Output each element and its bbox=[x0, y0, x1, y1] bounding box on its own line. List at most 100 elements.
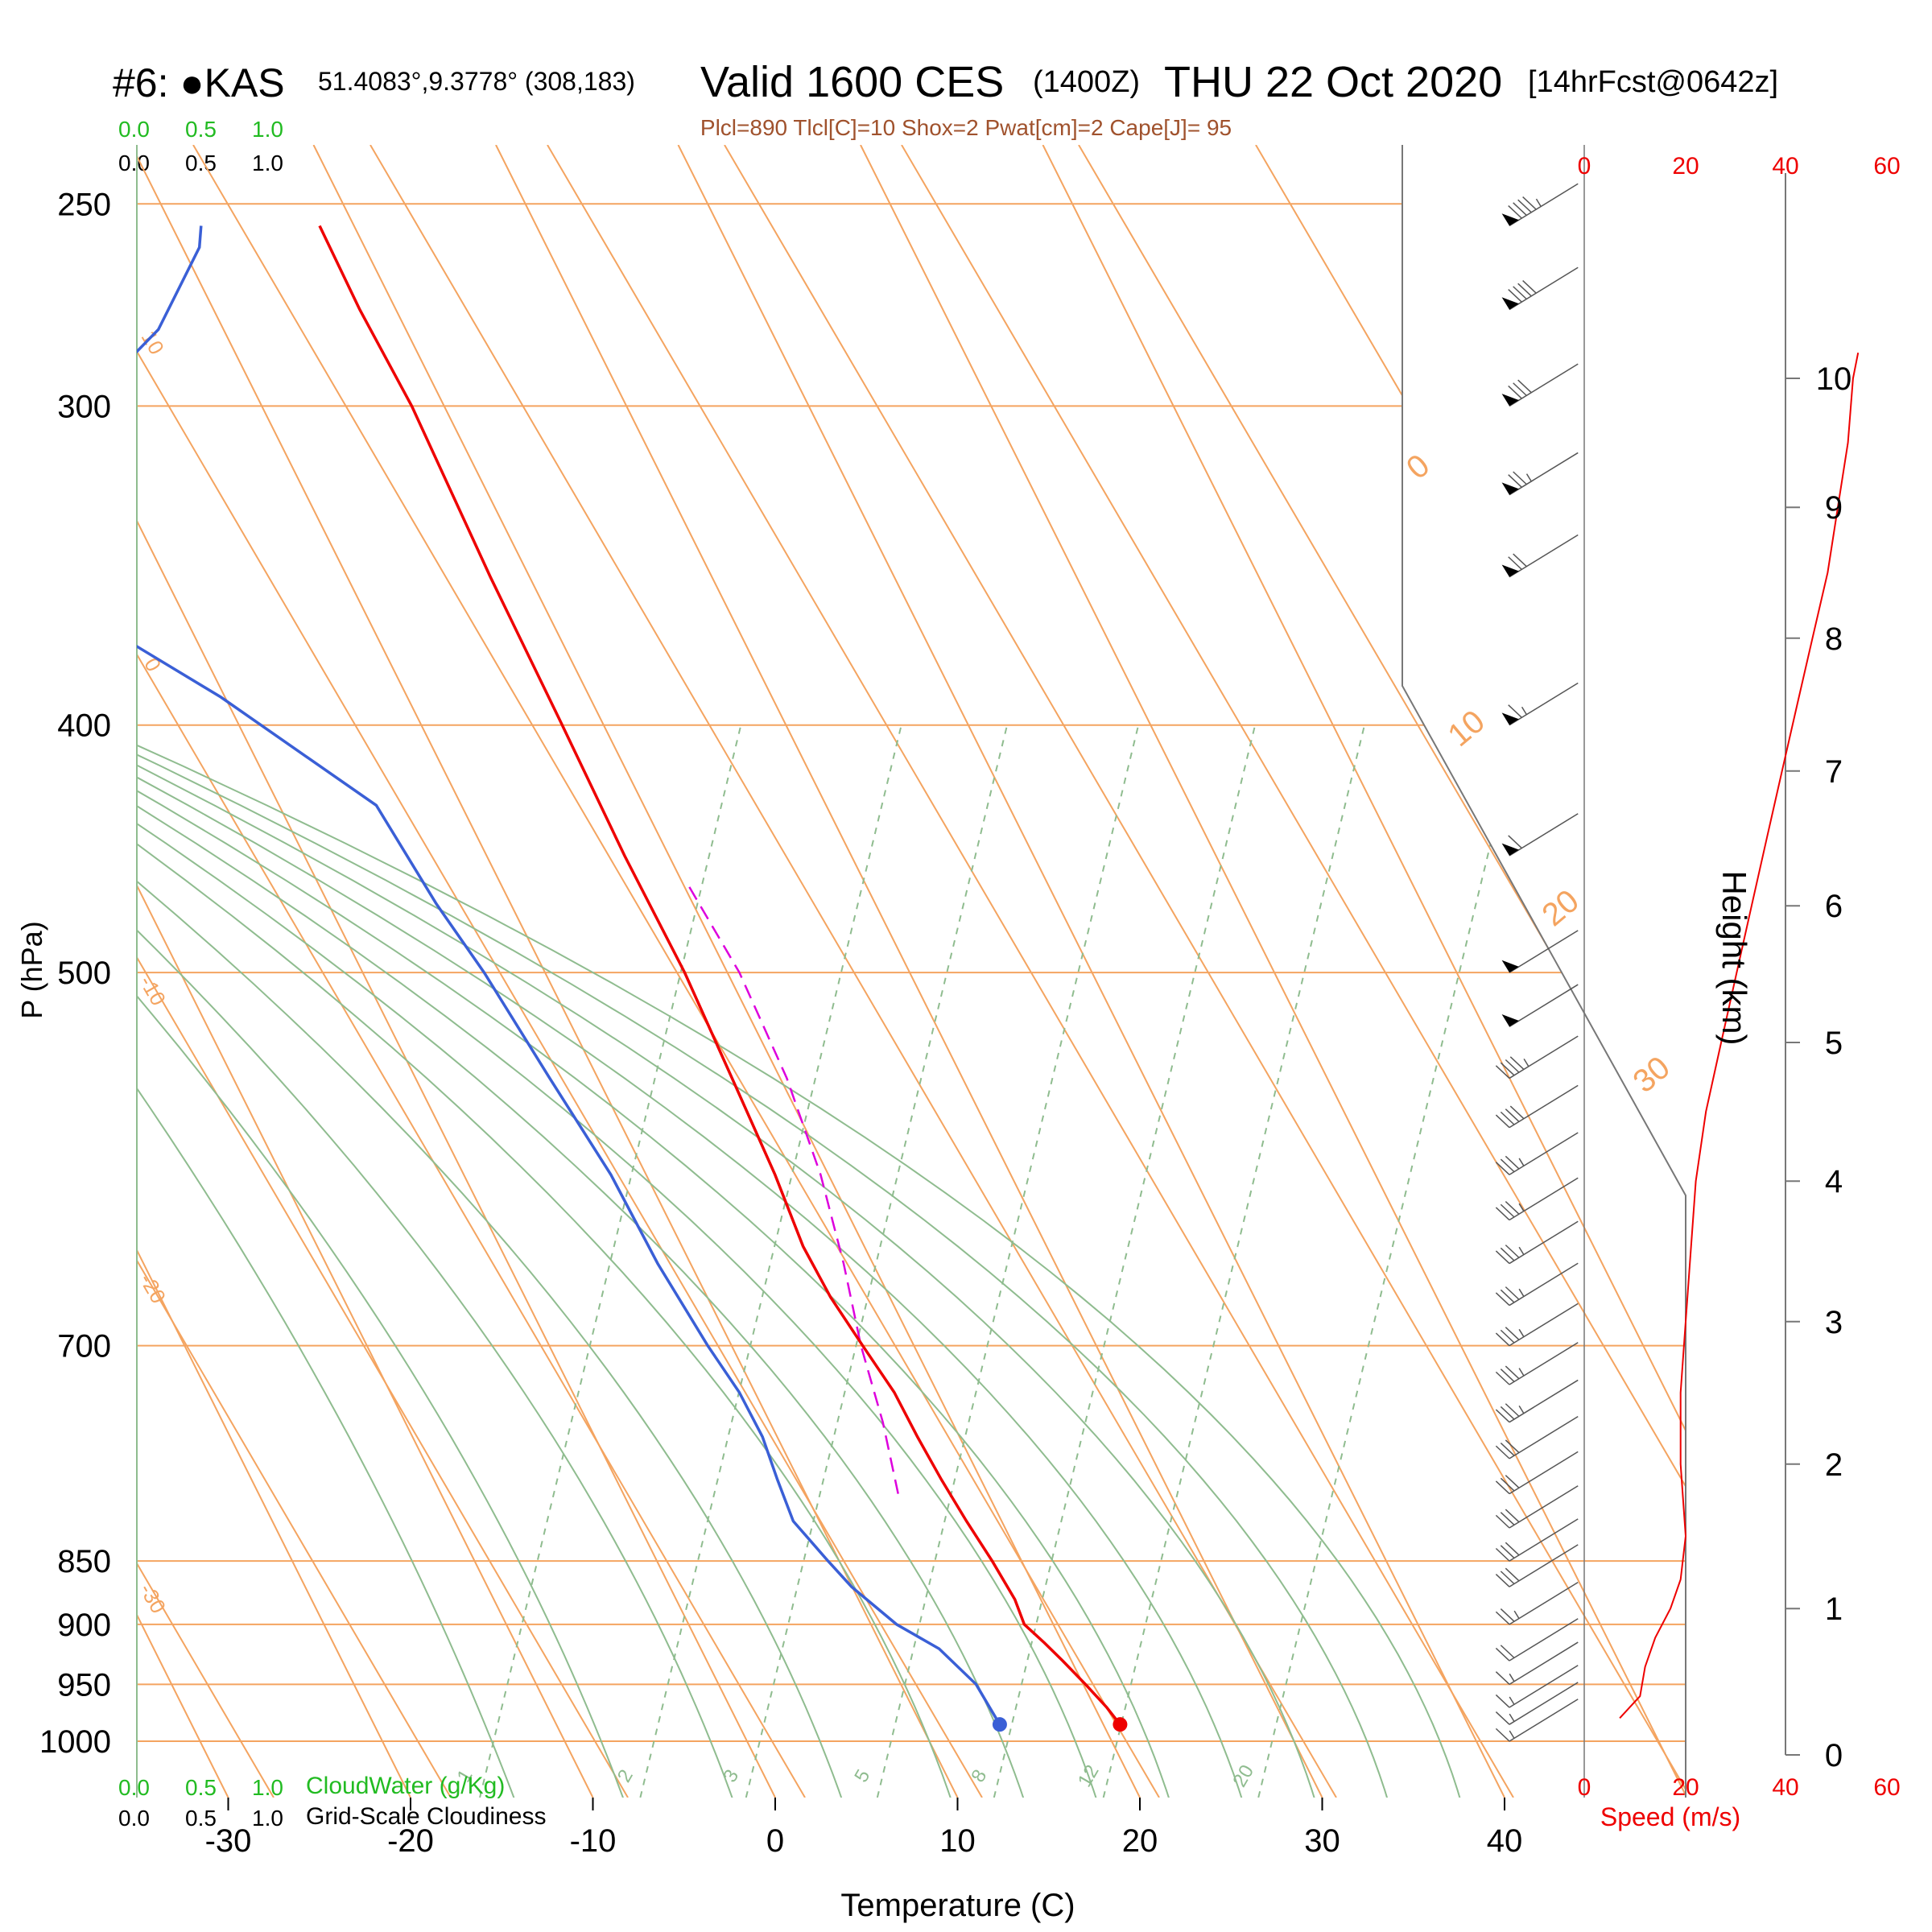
bottom-green-scale-2: 1.0 bbox=[252, 1775, 283, 1800]
speed-tick-label-bottom: 20 bbox=[1672, 1774, 1699, 1801]
wind-barb-half-flag bbox=[1521, 706, 1527, 716]
top-black-scale-1: 0.5 bbox=[185, 151, 217, 175]
wind-barb-flag bbox=[1500, 1289, 1515, 1303]
right-boundary-line bbox=[1402, 145, 1686, 1798]
wind-barb-staff bbox=[1509, 1641, 1579, 1685]
wind-barb-staff bbox=[1509, 363, 1579, 407]
wind-barb-staff bbox=[1509, 1618, 1579, 1662]
wind-barb-flag bbox=[1500, 1247, 1515, 1261]
height-axis: 0 1 2 3 4 5 6 7 8 9 10 bbox=[1785, 361, 1852, 1773]
bottom-black-scale-1: 0.5 bbox=[185, 1806, 217, 1831]
wind-barb-flag bbox=[1500, 1443, 1515, 1456]
wind-barb-flag bbox=[1500, 1571, 1515, 1585]
wind-barb-flag bbox=[1505, 1542, 1520, 1556]
speed-tick-label-top: 20 bbox=[1672, 153, 1699, 180]
dry-adiabat bbox=[137, 145, 452, 1798]
wind-barb-half-flag bbox=[1509, 1713, 1515, 1722]
wind-barb-flag bbox=[1517, 283, 1532, 297]
wind-barb-pennant bbox=[1501, 564, 1519, 577]
speed-axis-title: Speed (m/s) bbox=[1600, 1802, 1740, 1831]
wind-barb-pennant bbox=[1501, 843, 1519, 856]
wind-barb-flag bbox=[1495, 1728, 1510, 1742]
wind-barb-half-flag bbox=[1509, 1673, 1515, 1682]
wind-barb-flag bbox=[1505, 1245, 1520, 1258]
wind-barb-half-flag bbox=[1518, 1288, 1525, 1297]
moist-adiabat bbox=[137, 203, 1463, 1798]
mixing-ratio-label: 8 bbox=[967, 1766, 991, 1786]
top-cloud-scales: 0.0 0.5 1.0 0.0 0.5 1.0 bbox=[118, 117, 283, 175]
wind-barb-pennant bbox=[1501, 394, 1519, 407]
wind-barb-staff bbox=[1509, 1177, 1579, 1221]
wind-barb-flag bbox=[1513, 202, 1527, 217]
wind-barb-flag bbox=[1495, 1711, 1510, 1725]
mixing-ratio-label: 12 bbox=[1074, 1761, 1104, 1791]
wind-barb-flag bbox=[1505, 1509, 1520, 1523]
temperature-tick-label: 20 bbox=[1122, 1823, 1158, 1859]
mixing-ratio-line bbox=[745, 724, 1009, 1798]
wind-barb-flag bbox=[1505, 1108, 1520, 1122]
height-tick-label: 10 bbox=[1816, 361, 1852, 397]
wind-barb-flag bbox=[1513, 382, 1527, 396]
wind-barb-flag bbox=[1495, 1611, 1510, 1625]
wind-barb-flag bbox=[1522, 280, 1537, 294]
speed-tick-label-bottom: 40 bbox=[1772, 1774, 1798, 1801]
wind-barbs bbox=[1495, 183, 1579, 1742]
wind-barb-pennant bbox=[1501, 482, 1519, 495]
top-black-scale-2: 1.0 bbox=[252, 151, 283, 175]
isotherm--10 bbox=[137, 145, 594, 1798]
dry-adiabat bbox=[547, 145, 1514, 1798]
isotherm--20 bbox=[137, 145, 411, 1798]
wind-barb-staff bbox=[1509, 1699, 1579, 1742]
wind-barb-flag bbox=[1500, 1406, 1515, 1420]
wind-barb-flag bbox=[1495, 1114, 1510, 1129]
wind-barb-flag bbox=[1500, 1368, 1515, 1382]
wind-barb-flag bbox=[1495, 1694, 1510, 1708]
wind-barb-staff bbox=[1509, 1084, 1579, 1129]
moist-adiabat bbox=[137, 203, 1100, 1798]
temperature-tick-label: 40 bbox=[1487, 1823, 1523, 1859]
bottom-cloud-scales: 0.0 0.5 1.0 CloudWater (g/Kg) 0.0 0.5 1.… bbox=[118, 1773, 546, 1831]
wind-barb-staff bbox=[1509, 534, 1579, 578]
height-tick-label: 3 bbox=[1825, 1305, 1843, 1340]
wind-barb-staff bbox=[1509, 1035, 1579, 1080]
wind-barb-flag bbox=[1500, 1158, 1515, 1173]
y-axis-title: P (hPa) bbox=[15, 921, 48, 1018]
pressure-tick-label: 400 bbox=[57, 708, 111, 744]
wind-barb-staff bbox=[1509, 930, 1579, 973]
dry-adiabat bbox=[137, 145, 806, 1798]
forecast-info: [14hrFcst@0642z] bbox=[1528, 65, 1778, 99]
header: #6: ●KAS 51.4083°,9.3778° (308,183) Vali… bbox=[113, 58, 1778, 140]
wind-barb-flag bbox=[1495, 1445, 1510, 1459]
height-tick-label: 1 bbox=[1825, 1591, 1843, 1627]
wind-barb-flag bbox=[1500, 1062, 1515, 1076]
wind-barb-flag bbox=[1495, 1207, 1510, 1221]
moist-adiabat bbox=[137, 203, 845, 1798]
speed-tick-label-top: 40 bbox=[1772, 153, 1798, 180]
dry-adiabat bbox=[724, 145, 1686, 1798]
wind-barb-flag bbox=[1509, 1056, 1525, 1071]
wind-barb-flag bbox=[1522, 196, 1537, 210]
pressure-tick-label: 250 bbox=[57, 187, 111, 222]
wind-barb-staff bbox=[1509, 1544, 1579, 1587]
wind-barb-half-flag bbox=[1518, 1368, 1525, 1377]
parcel-trace bbox=[684, 879, 899, 1494]
wind-barb-flag bbox=[1495, 1573, 1510, 1587]
wind-barb-pennant bbox=[1501, 213, 1519, 226]
valid-date: THU 22 Oct 2020 bbox=[1164, 58, 1502, 106]
isotherm-label-right: 10 bbox=[1441, 704, 1491, 753]
height-tick-label: 9 bbox=[1825, 490, 1843, 526]
temperature-tick-label: -20 bbox=[387, 1823, 434, 1859]
wind-barb-flag bbox=[1505, 1155, 1520, 1170]
wind-barb-flag bbox=[1495, 1547, 1510, 1562]
bottom-green-scale-0: 0.0 bbox=[118, 1775, 150, 1800]
temperature-tick-label: 0 bbox=[766, 1823, 784, 1859]
bottom-black-scale-0: 0.0 bbox=[118, 1806, 150, 1831]
wind-barb-flag bbox=[1495, 1671, 1510, 1685]
pressure-axis: 250 300 400 500 700 850 900 950 1000 bbox=[39, 187, 111, 1760]
wind-barb-flag bbox=[1508, 835, 1522, 849]
top-green-scale-0: 0.0 bbox=[118, 117, 150, 142]
moist-adiabat bbox=[137, 203, 518, 1798]
isotherm-10 bbox=[137, 145, 959, 1798]
isotherm-40 bbox=[677, 145, 1505, 1798]
